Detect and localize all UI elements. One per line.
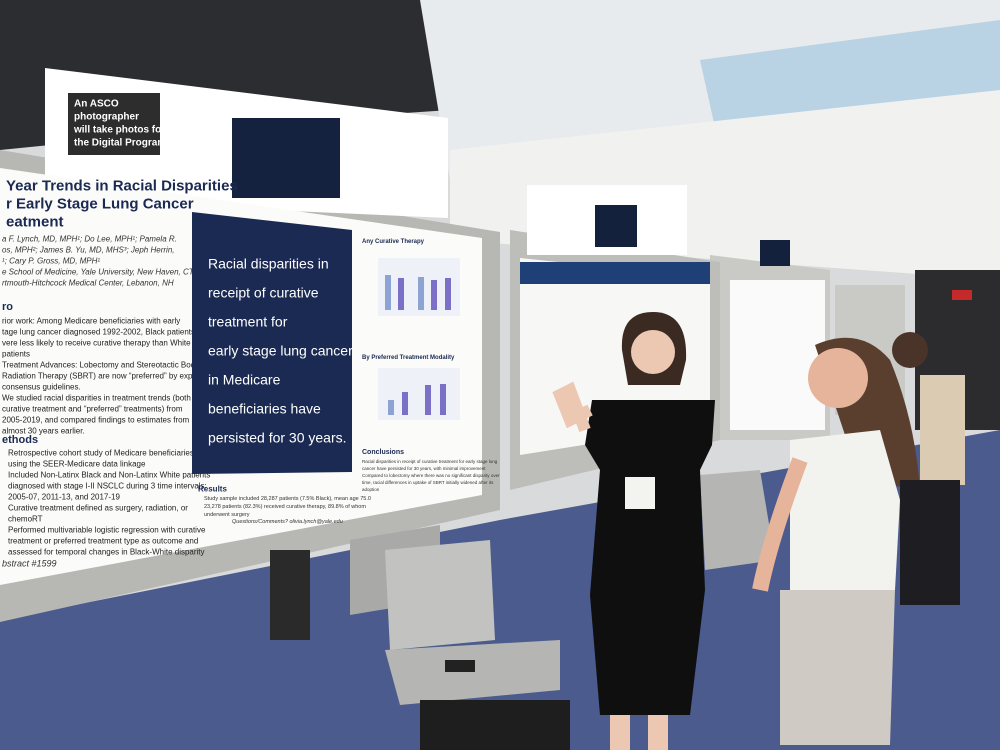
- attendee-face: [808, 348, 868, 408]
- methods-line: using the SEER-Medicare data linkage: [8, 460, 146, 469]
- headline-panel: [192, 212, 352, 474]
- conclusion-line: time, racial differences in uptake of SB…: [362, 480, 494, 485]
- notice-placard: [68, 93, 160, 155]
- results-line: underwent surgery: [204, 512, 250, 518]
- poster-author-line: rtmouth-Hitchcock Medical Center, Lebano…: [2, 279, 174, 288]
- bar-shape: [445, 278, 451, 310]
- methods-line: diagnosed with stage I-II NSCLC during 3…: [8, 482, 207, 491]
- poster-author-line: a F. Lynch, MD, MPH¹; Do Lee, MPH¹; Pame…: [2, 235, 177, 244]
- headline-line: beneficiaries have: [208, 400, 321, 416]
- notice-line: photographer: [74, 111, 139, 122]
- section-heading: ro: [2, 301, 13, 313]
- bar-shape: [385, 275, 391, 310]
- methods-line: Included Non-Latinx Black and Non-Latinx…: [8, 471, 210, 480]
- notice-text: An ASCO photographer will take photos for t…: [73, 98, 169, 148]
- headline-line: early stage lung cancer: [208, 342, 353, 358]
- methods-line: assessed for temporal changes in Black-W…: [8, 548, 205, 557]
- person-head: [892, 332, 928, 368]
- intro-line: almost 30 years earlier.: [2, 427, 85, 436]
- intro-line: Treatment Advances: Lobectomy and Stereo…: [2, 361, 199, 370]
- bar-shape: [388, 400, 394, 415]
- notice-line: An ASCO: [74, 98, 119, 109]
- presenter-leg: [648, 715, 668, 750]
- conclusion-line: Compared to lobectomy where there was no…: [362, 473, 500, 478]
- chair-back: [700, 470, 775, 570]
- presenter-dress: [585, 400, 715, 715]
- bar-shape: [402, 392, 408, 415]
- intro-line: patients: [2, 350, 30, 359]
- poster-366-header: [520, 262, 710, 284]
- poster-author-line: os, MPH²; James B. Yu, MD, MHS³; Jeph He…: [2, 246, 174, 255]
- exit-sign: [952, 290, 972, 300]
- poster-title-line: Year Trends in Racial Disparities: [6, 177, 238, 194]
- bar-shape: [398, 278, 404, 310]
- bar-shape: [418, 277, 424, 310]
- presenter-arm: [552, 381, 593, 433]
- poster-author-line: e School of Medicine, Yale University, N…: [2, 268, 195, 277]
- contact: Questions/Comments? olivia.lynch@yale.ed…: [232, 519, 343, 525]
- intro-line: tage lung cancer diagnosed 1992-2002, Bl…: [2, 328, 195, 337]
- badge: [625, 477, 655, 509]
- bar-shape: [440, 384, 446, 415]
- headline-line: receipt of curative: [208, 284, 319, 300]
- headline-line: Racial disparities in: [208, 255, 329, 271]
- poster-title-line: r Early Stage Lung Cancer: [6, 195, 194, 212]
- intro-line: 2005-2019, and compared findings to esti…: [2, 416, 190, 425]
- intro-line: We studied racial disparities in treatme…: [2, 394, 206, 403]
- attendee-skirt: [780, 590, 895, 745]
- poster-author-line: ¹; Cary P. Gross, MD, MPH¹: [2, 257, 100, 266]
- poster-367: [730, 280, 825, 430]
- bag: [420, 700, 570, 750]
- bar-shape: [431, 280, 437, 310]
- methods-line: Retrospective cohort study of Medicare b…: [8, 449, 194, 458]
- notice-line: will take photos for: [73, 124, 165, 135]
- section-heading: ethods: [2, 434, 38, 446]
- board-366-placard: [595, 205, 637, 247]
- chart-title: By Preferred Treatment Modality: [362, 355, 455, 361]
- board-365-placard: [232, 118, 340, 198]
- intro-line: curative treatment and “preferred” treat…: [2, 405, 183, 414]
- methods-line: Curative treatment defined as surgery, r…: [8, 504, 188, 513]
- poster-right-column: Any Curative Therapy By Preferred Treatme…: [198, 239, 500, 525]
- headline-line: treatment for: [208, 313, 288, 329]
- methods-line: chemoRT: [8, 515, 43, 524]
- legs-behind-board: [270, 550, 310, 640]
- results-line: Study sample included 28,287 patients (7…: [204, 496, 371, 502]
- headline-text: Racial disparities in receipt of curative…: [208, 255, 353, 445]
- intro-line: consensus guidelines.: [2, 383, 81, 392]
- board-367-placard: [760, 240, 790, 266]
- intro-line: vere less likely to receive curative the…: [2, 339, 191, 348]
- section-heading: Results: [198, 485, 227, 494]
- methods-line: treatment or preferred treatment type as…: [8, 537, 198, 546]
- conclusion-line: Racial disparities in receipt of curativ…: [362, 459, 498, 464]
- conclusion-line: adoption: [362, 487, 380, 492]
- section-heading: Conclusions: [362, 449, 404, 456]
- presenter-face: [631, 330, 675, 374]
- intro-line: rior work: Among Medicare beneficiaries …: [2, 317, 180, 326]
- headline-line: in Medicare: [208, 371, 281, 387]
- poster-charts: [378, 258, 460, 420]
- presenter-leg: [610, 715, 630, 750]
- chart-title: Any Curative Therapy: [362, 239, 425, 245]
- poster-title-line: eatment: [6, 213, 64, 230]
- methods-line: Performed multivariable logistic regress…: [8, 526, 206, 535]
- person-trousers: [900, 480, 960, 605]
- phone: [445, 660, 475, 672]
- abstract-number: bstract #1599: [2, 558, 57, 568]
- bar-shape: [425, 385, 431, 415]
- notice-line: the Digital Program.: [74, 137, 169, 148]
- attendee-top: [790, 430, 900, 590]
- methods-line: 2005-07, 2011-13, and 2017-19: [8, 493, 120, 502]
- results-line: 23,278 patients (82.3%) received curativ…: [204, 504, 366, 510]
- chair-seat: [385, 640, 560, 705]
- conclusion-line: cancer have persisted for 30 years, with…: [362, 466, 486, 471]
- headline-line: persisted for 30 years.: [208, 429, 347, 445]
- attendee-arm: [752, 457, 808, 592]
- chair-back: [385, 540, 495, 650]
- person-jacket: [920, 375, 965, 485]
- intro-line: Radiation Therapy (SBRT) are now “prefer…: [2, 372, 203, 381]
